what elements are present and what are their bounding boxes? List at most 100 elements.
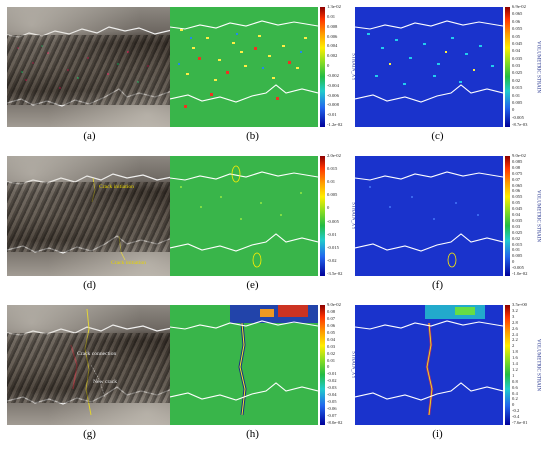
colorbar-tick-label: 0.01 [512, 247, 521, 253]
colorbar-tick-label: 0.02 [512, 77, 521, 83]
colorbar-tick-label: -0.01 [327, 231, 337, 237]
colorbar-tick-label: -7.6e-01 [512, 420, 528, 425]
colorbar-tick-label: -0.005 [327, 218, 339, 224]
colorbar-tick-label: 0.005 [512, 253, 523, 259]
colorbar-tick-label: 9.0e-02 [327, 302, 341, 307]
colorbar-tick-label: 0 [512, 107, 515, 113]
colorbar-ticks-e: 2.0e-02 0.015 0.01 0.005 0 -0.005 -0.01 -0.015 -… [327, 153, 367, 278]
strain-field-f [355, 156, 503, 276]
panel-e: 2.0e-02 0.015 0.01 0.005 0 -0.005 -0.01 -0.015 -… [170, 153, 356, 276]
colorbar-tick-label: 0.2 [512, 396, 518, 402]
colorbar-tick-label: 0.01 [327, 357, 336, 363]
colorbar-ticks-c: 6.9e-02 0.065 0.06 0.055 0.05 0.045 0.04 0.035 0… [512, 4, 550, 129]
colorbar-tick-label: -1.2e-02 [327, 122, 343, 127]
colorbar-tick-label: 0.065 [512, 11, 523, 17]
caption-d: (d) [83, 279, 96, 291]
colorbar-tick-label: 3.2 [512, 307, 518, 313]
colorbar-tick-label: 2.6 [512, 325, 518, 331]
colorbar-tick-label: 0.005 [512, 99, 523, 105]
colorbar-tick-label: -0.04 [327, 392, 337, 398]
colorbar-tick-label: -0.006 [327, 92, 339, 98]
caption-c: (c) [431, 130, 444, 142]
colorbar-tick-label: -0.03 [327, 385, 337, 391]
panel-d: Crack initiation Crack initiation [7, 156, 172, 276]
colorbar-tick-label: 0.07 [512, 176, 521, 182]
colorbar-tick-label: 0.004 [327, 43, 338, 49]
colorbar-tick-label: 0.035 [512, 217, 523, 223]
colorbar-tick-label: -0.002 [327, 72, 339, 78]
colorbar-b [320, 7, 325, 127]
colorbar-tick-label: 0 [327, 364, 330, 370]
colorbar-tick-label: 0.01 [327, 179, 336, 185]
colorbar-tick-label: 2 [512, 343, 515, 349]
colorbar-tick-label: 0.085 [512, 158, 523, 164]
colorbar-tick-label: 0.03 [512, 223, 521, 229]
colorbar-tick-label: 0.06 [327, 322, 336, 328]
colorbar-tick-label: -0.06 [327, 406, 337, 412]
colorbar-tick-label: 0.06 [512, 188, 521, 194]
colorbar-title-c: VOLUMETRIC STRAIN [535, 40, 541, 94]
colorbar-tick-label: 6.9e-02 [512, 4, 526, 9]
colorbar-tick-label: 0.03 [327, 343, 336, 349]
caption-i: (i) [432, 428, 443, 440]
colorbar-tick-label: 0.025 [512, 70, 523, 76]
colorbar-tick-label: 0.4 [512, 390, 518, 396]
annotation-crack-initiation-top: Crack initiation [99, 184, 134, 190]
colorbar-tick-label: 0.045 [512, 206, 523, 212]
colorbar-tick-label: 0.008 [327, 23, 338, 29]
colorbar-tick-label: -0.02 [327, 378, 337, 384]
colorbar-tick-label: 0.8 [512, 378, 518, 384]
colorbar-tick-label: 0.6 [512, 384, 518, 390]
annotation-crack-connection: Crack connection [77, 351, 117, 357]
colorbar-tick-label: 0.04 [512, 212, 521, 217]
colorbar-tick-label: -0.005 [512, 114, 524, 120]
colorbar-ticks-b: 1.3e-02 0.01 0.008 0.006 0.004 0.002 0 -0.002 -0… [327, 4, 367, 129]
colorbar-tick-label: 2.2 [512, 337, 518, 343]
panel-i: 3.5e+00 3.2 3 2.8 2.6 2.4 2.2 2 1.8 1.6 1.4 1.2 1 0.8… [355, 302, 541, 425]
colorbar-tick-label: 0 [512, 259, 515, 265]
colorbar-tick-label: 0.01 [512, 92, 521, 98]
colorbar-tick-label: 0.02 [327, 350, 336, 356]
colorbar-tick-label: -3.5e-02 [327, 271, 343, 276]
colorbar-tick-label: 1.2 [512, 366, 518, 372]
rock-photo-d [7, 156, 172, 276]
colorbar-tick-label: -1.0e-02 [512, 271, 528, 276]
rock-photo-a [7, 7, 172, 127]
colorbar-tick-label: 0.015 [512, 85, 523, 91]
colorbar-tick-label: 0.015 [327, 166, 338, 172]
strain-field-i [355, 305, 503, 425]
colorbar-tick-label: 0 [327, 205, 330, 211]
rock-photo-g [7, 305, 172, 425]
colorbar-tick-label: 0.01 [327, 13, 336, 19]
panel-a [7, 7, 172, 127]
colorbar-tick-label: -0.07 [327, 413, 337, 419]
panel-b: 1.3e-02 0.01 0.008 0.006 0.004 0.002 0 -0.002 -0… [170, 4, 356, 127]
annotation-new-crack: New crack [93, 379, 118, 385]
caption-h: (h) [246, 428, 259, 440]
caption-b: (b) [246, 130, 259, 142]
panel-f: 9.0e-02 0.085 0.08 0.075 0.07 0.065 0.06 0.055 0… [355, 153, 541, 276]
colorbar-tick-label: 1 [512, 372, 515, 378]
colorbar-e [320, 156, 325, 276]
colorbar-tick-label: -0.01 [327, 371, 337, 377]
colorbar-tick-label: 0.06 [512, 18, 521, 24]
strain-field-b [170, 7, 318, 127]
colorbar-tick-label: 0.08 [327, 308, 336, 314]
colorbar-tick-label: -0.2 [512, 408, 520, 414]
colorbar-tick-label: -0.4 [512, 414, 520, 420]
colorbar-tick-label: 0.002 [327, 53, 338, 59]
caption-e: (e) [246, 279, 259, 291]
colorbar-c [505, 7, 510, 127]
colorbar-tick-label: 0.035 [512, 55, 523, 61]
strain-field-c [355, 7, 503, 127]
colorbar-tick-label: 0.04 [512, 48, 521, 54]
colorbar-tick-label: -0.008 [327, 102, 339, 108]
colorbar-tick-label: 0 [512, 402, 515, 408]
colorbar-tick-label: 3 [512, 313, 515, 319]
colorbar-tick-label: -8.0e-02 [327, 420, 343, 425]
panel-h: 9.0e-02 0.08 0.07 0.06 0.05 0.04 0.03 0.02 0.01 0… [170, 302, 356, 425]
colorbar-tick-label: -0.015 [327, 244, 339, 250]
colorbar-tick-label: 0.08 [512, 164, 521, 170]
colorbar-tick-label: 9.0e-02 [512, 153, 526, 158]
colorbar-tick-label: 0.015 [512, 241, 523, 247]
